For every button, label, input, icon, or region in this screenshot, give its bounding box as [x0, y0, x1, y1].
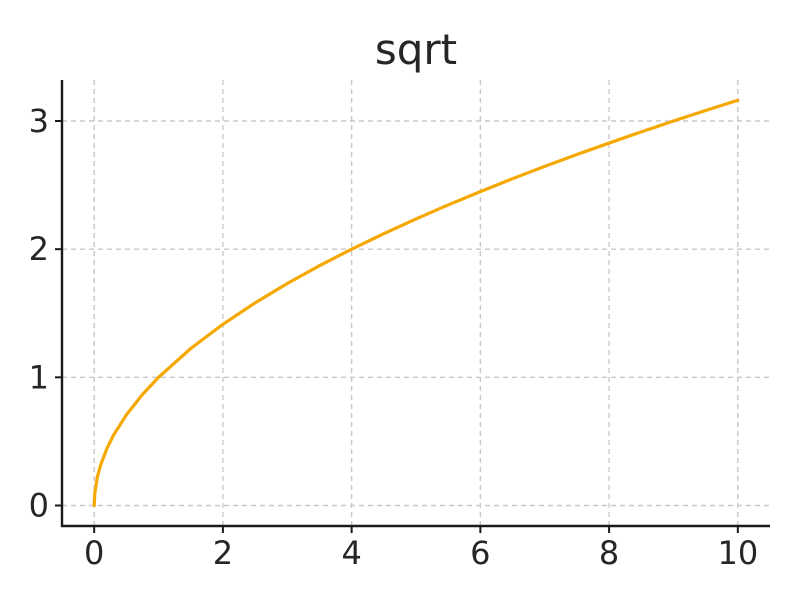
grid-layer: [62, 80, 770, 526]
y-tick-label: 2: [29, 230, 49, 268]
chart-title: sqrt: [375, 25, 457, 74]
x-tick-label: 4: [341, 534, 361, 572]
x-tick-label: 6: [470, 534, 490, 572]
y-tick-label: 1: [29, 358, 49, 396]
series-line-0: [92, 98, 740, 508]
x-tick-label: 0: [84, 534, 104, 572]
series-layer: [92, 98, 740, 508]
ticks-layer: 0 2 4 6 8 10 0 1 2 3: [29, 102, 759, 572]
x-tick-label: 8: [599, 534, 619, 572]
y-tick-label: 3: [29, 102, 49, 140]
axes-layer: [60, 80, 770, 528]
x-tick-label: 2: [213, 534, 233, 572]
y-tick-label: 0: [29, 486, 49, 524]
x-tick-label: 10: [717, 534, 758, 572]
